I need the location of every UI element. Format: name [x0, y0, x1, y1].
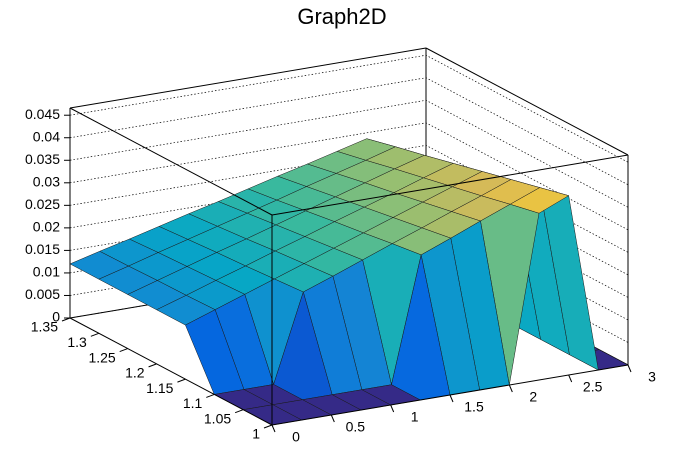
- z-tick-label: 0.04: [33, 128, 60, 144]
- y-tick-label: 1.2: [125, 365, 145, 381]
- z-tick-label: 0.015: [25, 241, 60, 257]
- x-tick-label: 0.5: [346, 419, 366, 435]
- z-tick-label: 0.045: [25, 106, 60, 122]
- y-tick-label: 1.05: [204, 410, 231, 426]
- x-tick-label: 1.5: [464, 399, 484, 415]
- x-tick-label: 2.5: [583, 379, 603, 395]
- z-tick-label: 0.01: [33, 264, 60, 280]
- z-tick-label: 0.035: [25, 151, 60, 167]
- y-tick-label: 1: [252, 426, 260, 442]
- y-tick-label: 1.15: [146, 380, 173, 396]
- z-tick-label: 0.005: [25, 286, 60, 302]
- x-tick: [330, 414, 335, 423]
- x-tick: [390, 404, 395, 413]
- y-tick-label: 1.1: [183, 395, 203, 411]
- x-tick: [508, 384, 513, 393]
- x-tick: [271, 424, 276, 433]
- y-tick: [148, 363, 157, 368]
- x-tick-label: 2: [529, 389, 537, 405]
- x-tick: [449, 394, 454, 403]
- chart-title: Graph2D: [297, 4, 386, 29]
- y-tick-label: 1.3: [67, 334, 87, 350]
- x-tick-label: 0: [292, 429, 300, 445]
- z-tick-label: 0: [52, 309, 60, 325]
- box-edge: [69, 107, 273, 216]
- y-tick: [206, 393, 215, 398]
- x-tick: [627, 364, 632, 373]
- y-tick: [119, 348, 128, 353]
- box-edge: [425, 47, 629, 156]
- box-edge: [69, 317, 273, 426]
- y-tick-label: 1.35: [31, 319, 58, 335]
- box-edge: [69, 47, 427, 109]
- y-tick-label: 1.25: [88, 349, 115, 365]
- y-tick: [90, 332, 100, 337]
- x-tick-label: 1: [411, 409, 419, 425]
- x-tick: [568, 374, 573, 383]
- z-tick-label: 0.02: [33, 219, 60, 235]
- z-tick-label: 0.03: [33, 174, 60, 190]
- x-tick-label: 3: [648, 369, 656, 385]
- y-tick: [234, 409, 244, 414]
- z-tick-label: 0.025: [25, 196, 60, 212]
- y-tick: [177, 378, 186, 383]
- y-tick: [263, 424, 273, 429]
- box-edge: [271, 154, 629, 216]
